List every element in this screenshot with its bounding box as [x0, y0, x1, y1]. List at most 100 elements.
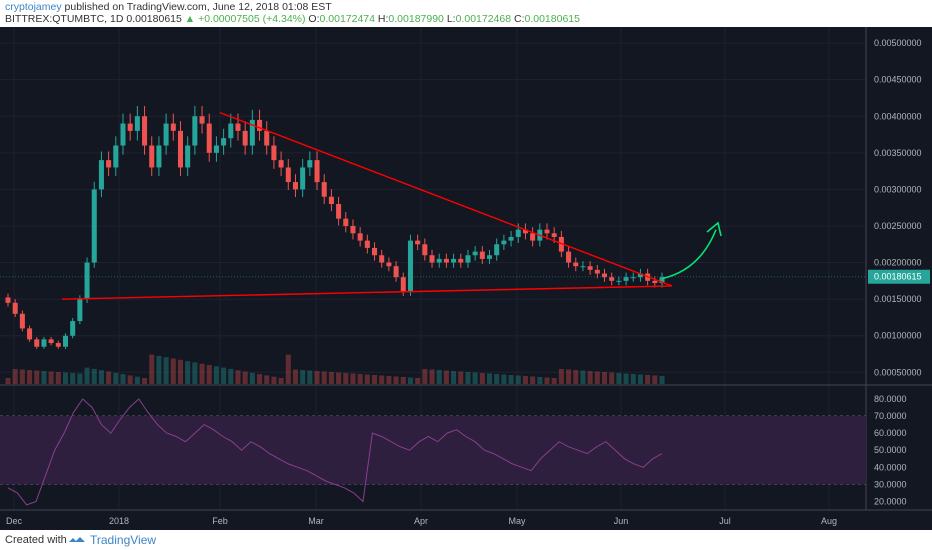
candle-body — [436, 258, 442, 263]
candle-body — [580, 266, 586, 268]
candle-body — [508, 236, 514, 241]
candle-body — [343, 218, 349, 226]
rsi-tick-label: 70.0000 — [874, 411, 907, 421]
volume-bar — [321, 371, 327, 384]
volume-bar — [228, 368, 234, 384]
volume-bar — [422, 369, 428, 384]
volume-bar — [149, 354, 155, 384]
candle-body — [587, 266, 593, 270]
volume-bar — [278, 378, 284, 384]
volume-bar — [652, 375, 658, 384]
open-value: 0.00172474 — [319, 13, 375, 25]
volume-bar — [494, 374, 500, 384]
rsi-band — [0, 416, 866, 485]
time-tick-label: Jul — [719, 516, 731, 526]
rsi-tick-label: 40.0000 — [874, 462, 907, 472]
candle-body — [206, 123, 212, 153]
candle-body — [566, 251, 572, 263]
volume-bar — [70, 373, 76, 384]
candle-body — [623, 277, 629, 281]
candle-body — [156, 145, 162, 168]
volume-bar — [264, 375, 270, 384]
candle-body — [120, 123, 126, 146]
time-tick-label: May — [508, 516, 526, 526]
created-with-label: Created with — [5, 534, 67, 546]
candle-body — [307, 160, 313, 168]
candle-body — [652, 280, 658, 284]
candle-body — [594, 269, 600, 274]
candle-body — [271, 145, 277, 161]
candle-body — [5, 297, 11, 303]
rsi-panel — [7, 398, 663, 506]
low-label: L: — [446, 13, 456, 25]
volume-bar — [328, 372, 334, 384]
time-tick-label: Aug — [821, 516, 837, 526]
volume-bar — [580, 370, 586, 384]
volume-bar — [343, 373, 349, 384]
volume-bar — [400, 377, 406, 384]
volume-bar — [271, 376, 277, 384]
volume-bar — [522, 376, 528, 384]
price-tick-label: 0.00200000 — [874, 258, 922, 268]
rsi-tick-label: 20.0000 — [874, 496, 907, 506]
candle-body — [62, 335, 69, 347]
rsi-tick-label: 60.0000 — [874, 428, 907, 438]
volume-bar — [221, 367, 227, 384]
time-tick-label: Mar — [308, 516, 324, 526]
candle-body — [149, 145, 155, 168]
price-axis[interactable]: 0.00500000 0.00450000 0.00400000 0.00350000… — [0, 38, 930, 506]
candle-body — [350, 225, 356, 234]
last-price: 0.00180615 — [126, 13, 182, 25]
candle-body — [530, 233, 536, 241]
volume-bar — [573, 370, 579, 384]
footer: Created with TradingView — [0, 530, 932, 550]
candle-body — [522, 229, 528, 234]
author-link[interactable]: cryptojamey — [5, 1, 62, 13]
volume-bar — [170, 358, 176, 384]
candle-body — [443, 258, 449, 263]
tradingview-brand[interactable]: TradingView — [90, 533, 157, 547]
volume-bar — [257, 374, 263, 384]
price-tick-label: 0.00050000 — [874, 367, 922, 377]
low-value: 0.00172468 — [455, 13, 512, 25]
candles — [5, 106, 665, 349]
candle-body — [177, 130, 183, 168]
candle-body — [12, 302, 18, 314]
volume-bar — [199, 363, 205, 384]
last-price-tag — [868, 269, 930, 284]
candle-body — [242, 130, 248, 146]
volume-bar — [12, 369, 18, 384]
candle-body — [77, 299, 83, 322]
volume-bar — [386, 376, 392, 384]
candle-body — [98, 160, 104, 190]
volume-bar — [292, 369, 298, 384]
candle-body — [285, 167, 291, 183]
volume-bar — [192, 362, 198, 384]
price-tick-label: 0.00100000 — [874, 331, 922, 341]
candle-body — [213, 145, 219, 153]
candle-body — [185, 145, 191, 168]
open-label: O: — [308, 13, 320, 25]
candle-body — [328, 196, 334, 205]
candle-body — [264, 130, 270, 146]
candle-body — [458, 258, 464, 263]
volume-bar — [530, 376, 536, 384]
volume-bar — [77, 373, 83, 384]
volume-bar — [206, 365, 212, 384]
candle-body — [364, 240, 370, 248]
volume-bar — [285, 354, 291, 384]
candle-body — [422, 244, 428, 256]
candle-body — [544, 229, 550, 234]
volume-bar — [213, 366, 219, 384]
rsi-tick-label: 80.0000 — [874, 394, 907, 404]
candle-body — [393, 266, 399, 278]
publish-line: cryptojamey published on TradingView.com… — [5, 1, 332, 13]
volume-bar — [508, 375, 514, 384]
chart-canvas[interactable]: 0.00500000 0.00450000 0.00400000 0.00350000… — [0, 27, 932, 530]
time-axis[interactable]: Dec 2018 Feb Mar Apr May Jun Jul Aug — [6, 516, 837, 526]
candle-body — [55, 343, 61, 347]
volume-bar — [616, 373, 622, 384]
candle-body — [487, 255, 493, 259]
volume-bar — [91, 368, 97, 384]
volume-bar — [637, 374, 643, 384]
